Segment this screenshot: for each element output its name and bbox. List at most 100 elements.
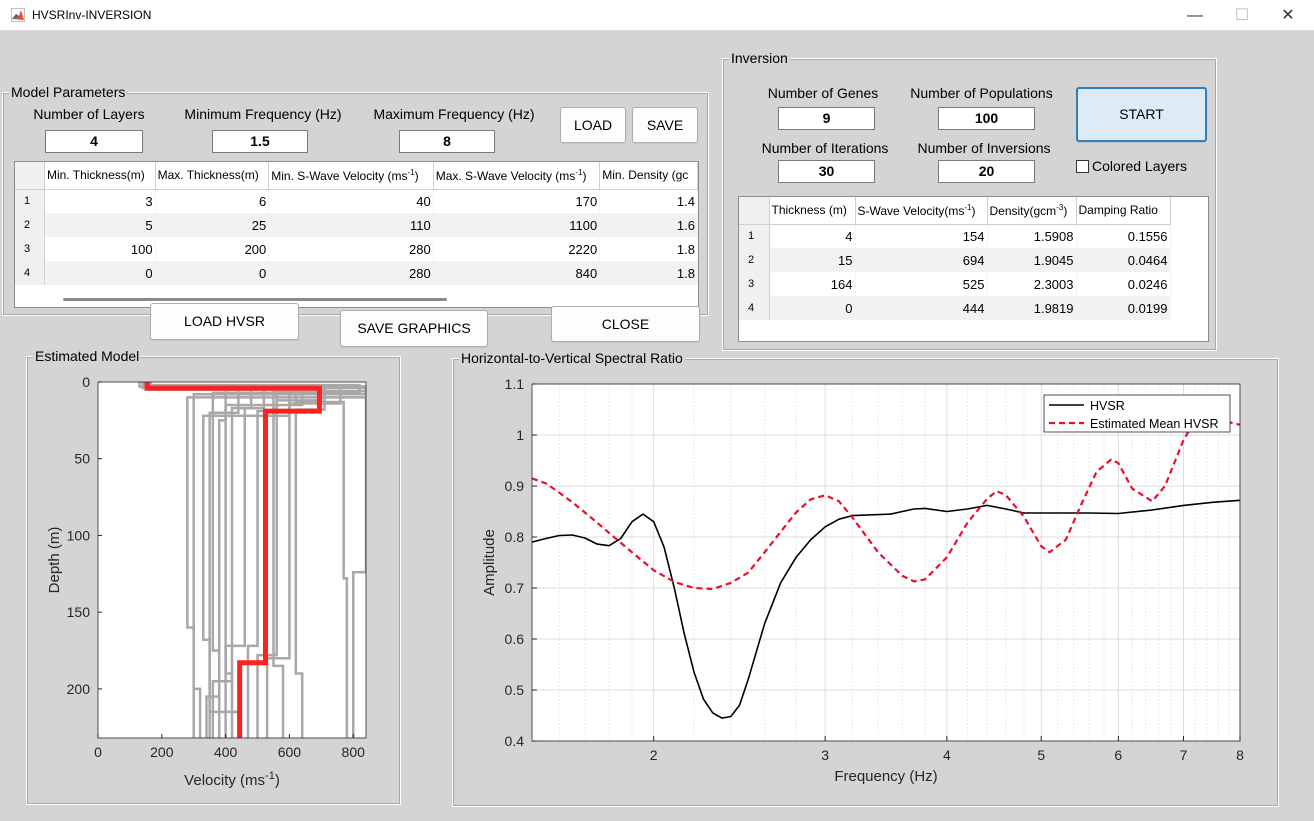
load-hvsr-button[interactable]: LOAD HVSR bbox=[150, 303, 299, 340]
genes-input[interactable]: 9 bbox=[778, 107, 875, 130]
maximize-button[interactable]: ☐ bbox=[1234, 7, 1250, 24]
y-tick-label: 0.4 bbox=[505, 733, 525, 749]
min-frequency-label: Minimum Frequency (Hz) bbox=[184, 106, 342, 122]
colored-layers-checkbox[interactable]: Colored Layers bbox=[1076, 158, 1187, 174]
hvsr-panel: Horizontal-to-Vertical Spectral Ratio bbox=[452, 350, 1279, 807]
table-row[interactable]: 3 164 525 2.3003 0.0246 bbox=[739, 272, 1171, 296]
window-title: HVSRInv-INVERSION bbox=[32, 8, 152, 22]
y-tick-label: 0.8 bbox=[505, 529, 525, 545]
y-tick-label: 0 bbox=[82, 374, 90, 390]
colored-layers-label: Colored Layers bbox=[1092, 158, 1187, 174]
table-row[interactable]: 2 5 25 110 1100 1.6 bbox=[15, 213, 698, 237]
y-tick-label: 100 bbox=[67, 527, 91, 543]
series-group bbox=[532, 408, 1240, 719]
model-parameters-table[interactable]: Min. Thickness(m) Max. Thickness(m) Min.… bbox=[14, 161, 699, 308]
x-tick-label: 5 bbox=[1037, 747, 1045, 763]
title-bar: HVSRInv-INVERSION — ☐ ✕ bbox=[0, 0, 1314, 31]
matlab-icon bbox=[11, 8, 25, 22]
x-tick-label: 200 bbox=[150, 744, 174, 760]
layers-label: Number of Layers bbox=[33, 106, 145, 122]
inversions-input[interactable]: 20 bbox=[938, 160, 1035, 183]
y-tick-label: 50 bbox=[74, 451, 90, 467]
close-button[interactable]: CLOSE bbox=[551, 306, 700, 342]
column-header: Min. Density (gc bbox=[599, 162, 698, 190]
close-window-button[interactable]: ✕ bbox=[1281, 7, 1295, 24]
column-header: Damping Ratio bbox=[1076, 197, 1171, 225]
legend-box bbox=[1043, 394, 1231, 433]
x-tick-label: 8 bbox=[1236, 747, 1244, 763]
y-tick-label: 150 bbox=[67, 604, 91, 620]
column-header: Min. S-Wave Velocity (ms-1) bbox=[268, 162, 434, 190]
max-frequency-input[interactable]: 8 bbox=[399, 130, 495, 153]
y-tick-label: 0.6 bbox=[505, 631, 525, 647]
y-tick-label: 0.5 bbox=[505, 682, 525, 698]
column-header: S-Wave Velocity(ms-1) bbox=[855, 197, 988, 225]
table-row[interactable]: 2 15 694 1.9045 0.0464 bbox=[739, 248, 1171, 272]
max-frequency-label: Maximum Frequency (Hz) bbox=[373, 106, 535, 122]
layers-input[interactable]: 4 bbox=[45, 130, 143, 153]
x-tick-label: 400 bbox=[214, 744, 238, 760]
x-tick-label: 2 bbox=[650, 747, 658, 763]
table-row[interactable]: 1 4 154 1.5908 0.1556 bbox=[739, 224, 1171, 248]
load-button[interactable]: LOAD bbox=[560, 107, 626, 143]
minimize-button[interactable]: — bbox=[1187, 7, 1203, 24]
save-graphics-button[interactable]: SAVE GRAPHICS bbox=[340, 310, 488, 347]
table-row[interactable]: 4 0 444 1.9819 0.0199 bbox=[739, 296, 1171, 320]
hvsr-title: Horizontal-to-Vertical Spectral Ratio bbox=[459, 350, 685, 366]
plot-frame bbox=[531, 383, 1241, 742]
column-header: Density(gcm-3) bbox=[987, 197, 1077, 225]
inversion-results-table[interactable]: Thickness (m) S-Wave Velocity(ms-1) Dens… bbox=[738, 196, 1209, 342]
y-tick-label: 0.7 bbox=[505, 580, 525, 596]
table-row[interactable]: 1 3 6 40 170 1.4 bbox=[15, 189, 698, 213]
iterations-input[interactable]: 30 bbox=[778, 160, 875, 183]
y-tick-label: 1 bbox=[516, 427, 524, 443]
x-tick-label: 7 bbox=[1180, 747, 1188, 763]
inversion-title: Inversion bbox=[729, 50, 790, 66]
y-axis-label: Amplitude bbox=[481, 529, 498, 596]
legend-label: HVSR bbox=[1090, 399, 1125, 413]
table-corner bbox=[15, 162, 45, 190]
estimated-model-panel: Estimated Model bbox=[26, 348, 401, 805]
inversion-panel: Inversion bbox=[722, 50, 1217, 351]
y-axis-label: Depth (m) bbox=[46, 527, 63, 594]
x-axis-label-sup: -1 bbox=[265, 770, 275, 782]
inversions-label: Number of Inversions bbox=[917, 140, 1051, 156]
start-button[interactable]: START bbox=[1076, 87, 1207, 142]
genes-label: Number of Genes bbox=[767, 85, 879, 101]
checkbox-box[interactable] bbox=[1076, 159, 1089, 173]
column-header: Min. Thickness(m) bbox=[44, 162, 156, 190]
save-button[interactable]: SAVE bbox=[632, 107, 698, 143]
x-tick-label: 800 bbox=[342, 744, 366, 760]
column-header: Max. S-Wave Velocity (ms-1) bbox=[433, 162, 601, 190]
table-row[interactable]: 3 100 200 280 2220 1.8 bbox=[15, 237, 698, 261]
plot-area bbox=[532, 384, 1240, 741]
estimated-mean-hvsr-line bbox=[532, 408, 1240, 591]
model-parameters-title: Model Parameters bbox=[9, 84, 128, 100]
column-header: Thickness (m) bbox=[769, 197, 856, 225]
x-axis-label: Frequency (Hz) bbox=[834, 768, 937, 785]
table-row[interactable]: 4 0 0 280 840 1.8 bbox=[15, 261, 698, 285]
column-header: Max. Thickness(m) bbox=[155, 162, 270, 190]
table-corner bbox=[739, 197, 770, 225]
y-tick-label: 0.9 bbox=[505, 478, 525, 494]
x-tick-label: 4 bbox=[943, 747, 951, 763]
iterations-label: Number of Iterations bbox=[761, 140, 889, 156]
x-tick-label: 3 bbox=[821, 747, 829, 763]
x-axis-label-close: ) bbox=[275, 772, 280, 789]
x-axis-label: Velocity (ms-1) bbox=[184, 770, 280, 789]
y-tick-label: 200 bbox=[67, 681, 91, 697]
populations-label: Number of Populations bbox=[910, 85, 1053, 101]
x-tick-label: 6 bbox=[1114, 747, 1122, 763]
hvsr-line bbox=[532, 499, 1240, 719]
horizontal-scrollbar[interactable] bbox=[63, 298, 447, 301]
x-tick-label: 0 bbox=[94, 744, 102, 760]
model-lines bbox=[138, 382, 366, 738]
estimated-model-chart: 0 200 400 600 800 0 50 100 150 200 Velocity (ms-1)… bbox=[46, 374, 367, 789]
y-tick-label: 1.1 bbox=[505, 376, 525, 392]
legend-label: Estimated Mean HVSR bbox=[1090, 417, 1219, 431]
estimated-model-title: Estimated Model bbox=[33, 348, 142, 364]
min-frequency-input[interactable]: 1.5 bbox=[212, 130, 308, 153]
plot-frame bbox=[97, 381, 367, 739]
populations-input[interactable]: 100 bbox=[938, 107, 1035, 130]
best-model-line bbox=[144, 382, 322, 738]
